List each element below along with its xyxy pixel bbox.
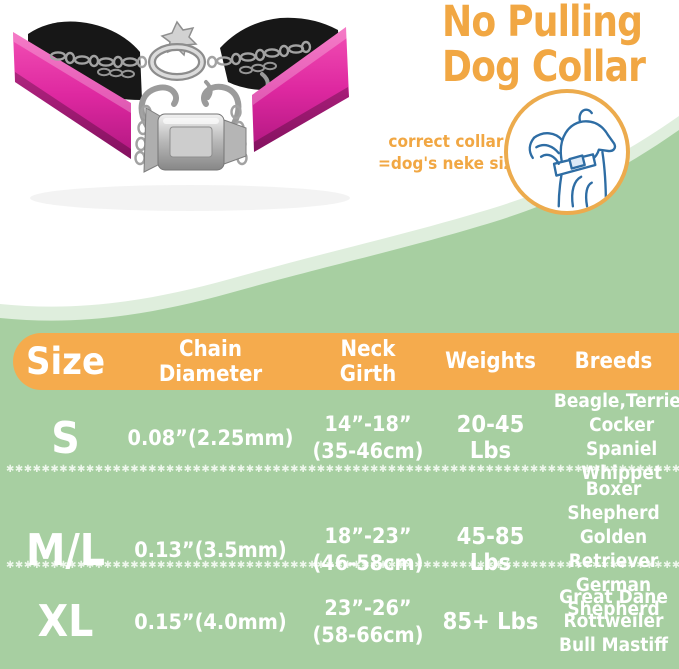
size-table-body: S 0.08”(2.25mm) 14”-18” (35-46cm) 20-45 …: [0, 390, 679, 669]
table-row-size-ml: M/L 0.13”(3.5mm) 18”-23” (46-58cm) 45-85…: [0, 478, 679, 620]
column-header-breeds: Breeds: [574, 349, 653, 374]
dog-head-collar-illustration-icon: [528, 108, 617, 208]
row-separator: ✱✱✱✱✱✱✱✱✱✱✱✱✱✱✱✱✱✱✱✱✱✱✱✱✱✱✱✱✱✱✱✱✱✱✱✱✱✱✱✱…: [6, 560, 679, 571]
neck-girth-value: 23”-26” (58-66cm): [312, 595, 424, 647]
row-separator: ✱✱✱✱✱✱✱✱✱✱✱✱✱✱✱✱✱✱✱✱✱✱✱✱✱✱✱✱✱✱✱✱✱✱✱✱✱✱✱✱…: [6, 464, 679, 475]
product-title: No Pulling Dog Collar: [442, 0, 646, 92]
neck-girth-value: 14”-18” (35-46cm): [312, 412, 424, 463]
weights-value: 45-85 Lbs: [456, 524, 525, 576]
column-header-size: Size: [25, 340, 106, 383]
chain-diameter-value: 0.15”(4.0mm): [134, 609, 287, 634]
product-title-line2: Dog Collar: [442, 42, 646, 92]
size-table-header: Size Chain Diameter Neck Girth Weights B…: [13, 333, 679, 390]
weights-value: 85+ Lbs: [442, 608, 539, 635]
size-value: M/L: [25, 524, 106, 576]
neck-girth-value: 18”-23” (46-58cm): [312, 524, 424, 575]
column-header-chain-diameter: Chain Diameter: [158, 336, 263, 387]
table-row-size-xl: XL 0.15”(4.0mm) 23”-26” (58-66cm) 85+ Lb…: [0, 574, 679, 669]
weights-value: 20-45 Lbs: [456, 412, 525, 464]
column-header-neck-girth: Neck Girth: [339, 336, 397, 387]
collar-fitting-diagram: [504, 89, 630, 215]
chain-diameter-value: 0.13”(3.5mm): [134, 538, 287, 562]
table-row-size-s: S 0.08”(2.25mm) 14”-18” (35-46cm) 20-45 …: [0, 390, 679, 484]
sizing-note-line1: correct collar size: [388, 132, 543, 151]
chain-diameter-value: 0.08”(2.25mm): [127, 426, 294, 450]
column-header-weights: Weights: [445, 349, 536, 374]
breeds-value: Beagle,Terrier Cocker Spaniel Whippet: [553, 391, 679, 484]
pink-prong-collar-photo: [13, 17, 350, 211]
product-title-line1: No Pulling: [442, 0, 643, 47]
size-value: S: [51, 412, 80, 464]
breeds-value: Great Dane Rottweiler Bull Mastiff: [558, 586, 668, 656]
breeds-value: Boxer Shepherd Golden Retriever German S…: [567, 479, 660, 620]
size-value: XL: [37, 596, 94, 647]
